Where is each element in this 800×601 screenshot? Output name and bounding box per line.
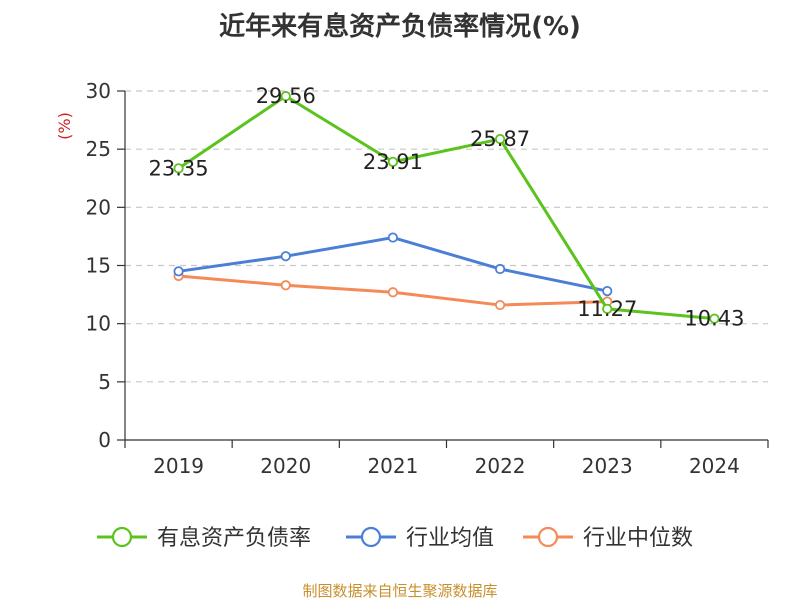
y-tick-label: 25 — [86, 137, 111, 161]
y-tick-label: 10 — [86, 312, 111, 336]
data-point — [494, 299, 506, 311]
legend-item[interactable]: 行业均值 — [346, 526, 494, 551]
axes: 0 5 10 15 20 25 30 (%) 2019 2020 2021 2022 2023 2024 — [55, 79, 769, 478]
data-point — [602, 285, 613, 297]
x-tick-label: 2024 — [689, 454, 740, 478]
y-tick-label: 5 — [98, 370, 111, 394]
data-point — [280, 91, 291, 102]
data-label: 10.43 — [684, 307, 744, 331]
legend-label: 行业中位数 — [583, 526, 693, 551]
y-tick-label: 15 — [86, 254, 111, 278]
data-label: 11.27 — [577, 297, 637, 321]
y-tick-label: 30 — [86, 79, 111, 103]
x-tick-label: 2019 — [153, 454, 204, 478]
data-point — [173, 163, 184, 174]
y-tick-label: 0 — [98, 428, 111, 452]
data-labels: 23.35 29.56 23.91 25.87 11.27 10.43 — [149, 84, 745, 331]
data-point — [494, 263, 506, 275]
data-point — [387, 287, 399, 298]
series-line — [178, 236, 608, 293]
chart-title: 近年来有息资产负债率情况(%) — [219, 12, 581, 42]
data-point — [387, 232, 399, 243]
legend-label: 行业均值 — [406, 526, 494, 551]
y-axis-label: (%) — [55, 112, 74, 140]
data-point — [602, 303, 613, 314]
data-label: 23.35 — [149, 156, 209, 180]
legend-item[interactable]: 有息资产负债率 — [97, 526, 311, 551]
x-tick-label: 2020 — [260, 454, 311, 478]
series-line — [177, 94, 715, 321]
data-point — [173, 266, 184, 277]
legend-swatch-marker — [537, 526, 559, 548]
data-point — [494, 133, 506, 145]
legend-label: 有息资产负债率 — [157, 526, 311, 551]
x-tick-label: 2021 — [367, 454, 418, 478]
data-label: 29.56 — [256, 84, 316, 108]
y-tick-label: 20 — [86, 195, 111, 219]
legend-swatch-marker — [360, 526, 382, 548]
source-note: 制图数据来自恒生聚源数据库 — [302, 582, 498, 600]
legend-item[interactable]: 行业中位数 — [523, 526, 693, 551]
x-tick-label: 2022 — [475, 454, 526, 478]
x-tick-label: 2023 — [582, 454, 633, 478]
data-label: 25.87 — [470, 127, 530, 151]
legend-swatch-marker — [111, 526, 133, 548]
legend[interactable]: 有息资产负债率 行业均值 行业中位数 — [97, 526, 693, 551]
data-point — [280, 280, 291, 291]
data-point — [280, 251, 291, 262]
data-label: 23.91 — [363, 150, 423, 174]
grid-lines — [125, 90, 768, 383]
data-point — [709, 313, 720, 324]
series-lines — [173, 91, 720, 324]
data-point — [387, 156, 399, 167]
